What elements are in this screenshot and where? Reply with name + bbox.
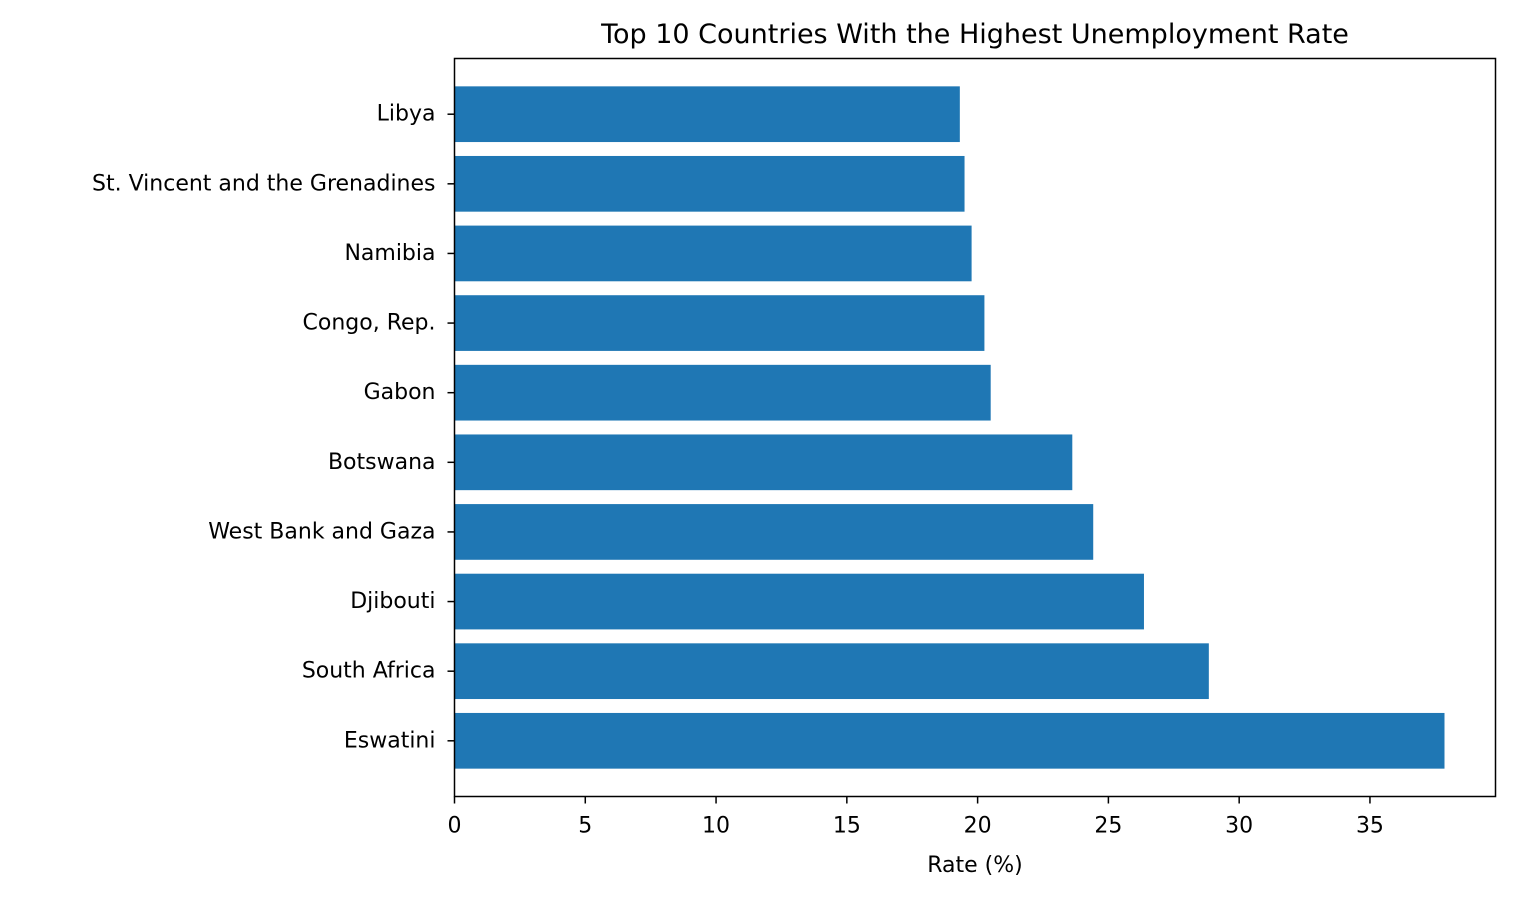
- bar-congo-rep: [454, 295, 985, 351]
- x-tick-label: 10: [702, 814, 730, 839]
- bar-djibouti: [454, 573, 1144, 630]
- y-tick-label: Botswana: [328, 450, 436, 475]
- y-tick-label: Libya: [377, 102, 436, 127]
- y-tick-label: South Africa: [302, 659, 436, 684]
- x-tick-label: 30: [1225, 814, 1253, 839]
- bars-group: [454, 86, 1445, 769]
- plot-area-frame: [453, 57, 1497, 798]
- y-tick-label: Eswatini: [344, 728, 436, 753]
- x-tick-label: 25: [1094, 814, 1122, 839]
- y-tick-label: St. Vincent and the Grenadines: [92, 171, 435, 196]
- x-tick-label: 5: [578, 814, 592, 839]
- y-tick-label: Gabon: [364, 380, 436, 405]
- x-tick-label: 15: [833, 814, 861, 839]
- bar-botswana: [454, 434, 1073, 491]
- x-axis-ticks: 0 5 10 15 20 25 30 35: [448, 796, 1384, 839]
- y-axis-ticks: Eswatini South Africa Djibouti West Bank an…: [92, 102, 455, 753]
- y-tick-label: Djibouti: [350, 589, 435, 614]
- x-tick-label: 35: [1356, 814, 1384, 839]
- bar-west-bank-and-gaza: [454, 504, 1094, 560]
- chart-title: Top 10 Countries With the Highest Unempl…: [600, 19, 1349, 50]
- bar-gabon: [454, 364, 991, 421]
- x-tick-label: 20: [964, 814, 992, 839]
- x-tick-label: 0: [448, 814, 462, 839]
- bar-south-africa: [454, 643, 1209, 700]
- y-tick-label: Congo, Rep.: [303, 311, 436, 336]
- bar-st-vincent-and-the-grenadines: [454, 155, 965, 212]
- x-axis-label: Rate (%): [927, 853, 1023, 878]
- bar-libya: [454, 86, 960, 143]
- y-tick-label: West Bank and Gaza: [208, 519, 435, 544]
- y-tick-label: Namibia: [344, 241, 435, 266]
- bar-eswatini: [454, 712, 1445, 769]
- bar-namibia: [454, 225, 972, 282]
